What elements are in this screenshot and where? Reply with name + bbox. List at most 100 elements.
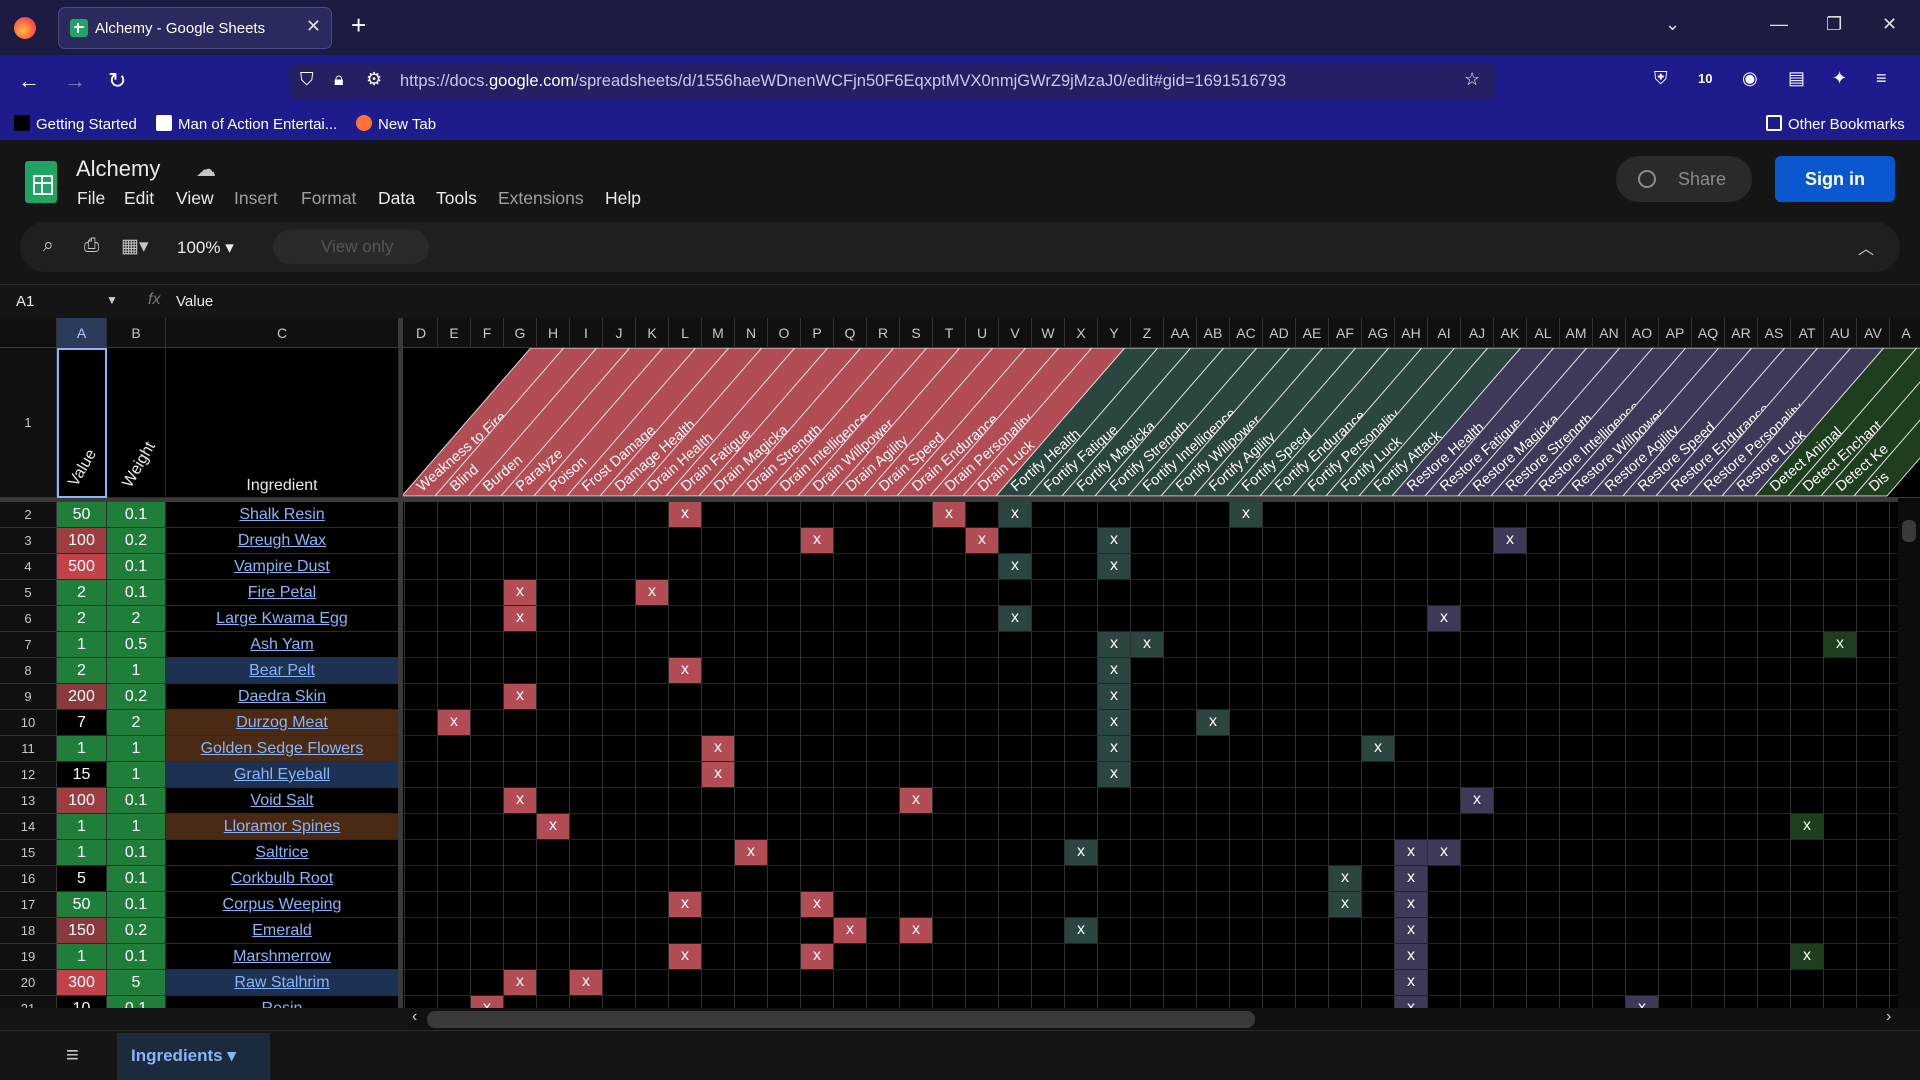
bookmark-getting-started[interactable]: Getting Started bbox=[14, 115, 137, 133]
weight-cell[interactable]: 0.1 bbox=[107, 840, 166, 866]
value-cell[interactable]: 1 bbox=[57, 840, 107, 866]
effect-mark[interactable]: x bbox=[1461, 788, 1493, 813]
effect-mark[interactable]: x bbox=[1098, 736, 1130, 761]
row-header[interactable]: 12 bbox=[0, 762, 57, 788]
column-header-ad[interactable]: AD bbox=[1263, 318, 1296, 348]
column-header-ac[interactable]: AC bbox=[1230, 318, 1263, 348]
column-header-al[interactable]: AL bbox=[1527, 318, 1560, 348]
permissions-icon[interactable]: ⚙ bbox=[366, 69, 383, 89]
effect-mark[interactable]: x bbox=[1098, 762, 1130, 787]
collapse-toolbar-icon[interactable]: ︿ bbox=[1858, 241, 1875, 258]
sheets-logo-icon[interactable] bbox=[25, 161, 57, 203]
column-header-e[interactable]: E bbox=[438, 318, 471, 348]
column-header-u[interactable]: U bbox=[966, 318, 999, 348]
effect-mark[interactable]: x bbox=[1230, 502, 1262, 527]
effect-mark[interactable]: x bbox=[1329, 866, 1361, 891]
menu-file[interactable]: File bbox=[77, 188, 106, 208]
effect-mark[interactable]: x bbox=[1824, 632, 1856, 657]
effect-mark[interactable]: x bbox=[1626, 996, 1658, 1008]
value-cell[interactable]: 300 bbox=[57, 970, 107, 996]
extensions-icon[interactable]: ✦ bbox=[1832, 68, 1848, 88]
ingredient-link[interactable]: Bear Pelt bbox=[249, 662, 315, 679]
column-header-y[interactable]: Y bbox=[1098, 318, 1131, 348]
value-cell[interactable]: 100 bbox=[57, 788, 107, 814]
column-freeze-divider[interactable] bbox=[398, 318, 403, 1008]
column-header-aa[interactable]: AA bbox=[1164, 318, 1197, 348]
effect-mark[interactable]: x bbox=[1098, 632, 1130, 657]
weight-cell[interactable]: 1 bbox=[107, 736, 166, 762]
minimize-icon[interactable]: — bbox=[1770, 14, 1788, 34]
column-header-r[interactable]: R bbox=[867, 318, 900, 348]
effect-mark[interactable]: x bbox=[735, 840, 767, 865]
ingredient-link[interactable]: Fire Petal bbox=[247, 584, 317, 601]
ingredient-cell[interactable]: Marshmerrow bbox=[166, 944, 399, 970]
value-cell[interactable]: 7 bbox=[57, 710, 107, 736]
firefox-icon[interactable] bbox=[14, 17, 36, 39]
sheet-tab-ingredients[interactable]: Ingredients ▾ bbox=[117, 1033, 270, 1080]
search-icon[interactable]: ⌕ bbox=[43, 235, 54, 256]
row-header[interactable]: 19 bbox=[0, 944, 57, 970]
weight-cell[interactable]: 5 bbox=[107, 970, 166, 996]
sign-in-button[interactable]: Sign in bbox=[1775, 156, 1895, 202]
weight-cell[interactable]: 0.1 bbox=[107, 554, 166, 580]
shield-icon[interactable]: ⛉ bbox=[300, 69, 314, 89]
name-box[interactable]: A1 bbox=[16, 293, 35, 310]
weight-cell[interactable]: 0.1 bbox=[107, 996, 166, 1008]
column-header-n[interactable]: N bbox=[735, 318, 768, 348]
row-header[interactable]: 10 bbox=[0, 710, 57, 736]
weight-cell[interactable]: 0.2 bbox=[107, 528, 166, 554]
weight-cell[interactable]: 2 bbox=[107, 710, 166, 736]
ingredient-link[interactable]: Daedra Skin bbox=[237, 688, 327, 705]
ingredient-link[interactable]: Saltrice bbox=[255, 844, 309, 861]
ingredient-link[interactable]: Lloramor Spines bbox=[223, 818, 341, 835]
ingredient-cell[interactable]: Corkbulb Root bbox=[166, 866, 399, 892]
url-bar[interactable]: ⛉ 🔒︎ ⚙ https://docs.google.com/spreadshe… bbox=[290, 63, 1496, 99]
effect-mark[interactable]: x bbox=[504, 684, 536, 709]
ingredient-cell[interactable]: Grahl Eyeball bbox=[166, 762, 399, 788]
effect-mark[interactable]: x bbox=[669, 944, 701, 969]
ingredient-link[interactable]: Raw Stalhrim bbox=[234, 974, 330, 991]
ingredient-cell[interactable]: Corpus Weeping bbox=[166, 892, 399, 918]
effect-mark[interactable]: x bbox=[1131, 632, 1163, 657]
weight-cell[interactable]: 0.5 bbox=[107, 632, 166, 658]
effect-mark[interactable]: x bbox=[1791, 814, 1823, 839]
lock-icon[interactable]: 🔒︎ bbox=[334, 69, 344, 89]
row-header[interactable]: 9 bbox=[0, 684, 57, 710]
weight-cell[interactable]: 0.1 bbox=[107, 866, 166, 892]
row-header[interactable]: 3 bbox=[0, 528, 57, 554]
row-header[interactable]: 17 bbox=[0, 892, 57, 918]
column-header-v[interactable]: V bbox=[999, 318, 1032, 348]
effect-mark[interactable]: x bbox=[1428, 840, 1460, 865]
effect-mark[interactable]: x bbox=[900, 918, 932, 943]
row-header[interactable]: 13 bbox=[0, 788, 57, 814]
scroll-left-icon[interactable]: ‹ bbox=[412, 1008, 418, 1025]
column-header-ah[interactable]: AH bbox=[1395, 318, 1428, 348]
spreadsheet-grid[interactable]: A B C D E F G H I J K L M N O P Q R S T U V W X Y Z AA AB AC AD AE AF AG… bbox=[0, 318, 1920, 1008]
row-freeze-divider[interactable] bbox=[0, 497, 1920, 502]
effect-mark[interactable]: x bbox=[1395, 944, 1427, 969]
pocket-icon[interactable]: ⛨ bbox=[1654, 68, 1668, 88]
row-header-1[interactable]: 1 bbox=[0, 348, 57, 498]
ingredient-cell[interactable]: Void Salt bbox=[166, 788, 399, 814]
document-title[interactable]: Alchemy bbox=[76, 156, 161, 181]
ingredient-link[interactable]: Durzog Meat bbox=[236, 714, 328, 731]
effect-mark[interactable]: x bbox=[999, 606, 1031, 631]
column-header-d[interactable]: D bbox=[405, 318, 438, 348]
ingredient-cell[interactable]: Vampire Dust bbox=[166, 554, 399, 580]
weight-cell[interactable]: 0.2 bbox=[107, 684, 166, 710]
value-cell[interactable]: 10 bbox=[57, 996, 107, 1008]
value-cell[interactable]: 200 bbox=[57, 684, 107, 710]
column-header-q[interactable]: Q bbox=[834, 318, 867, 348]
effect-mark[interactable]: x bbox=[1065, 918, 1097, 943]
effect-mark[interactable]: x bbox=[1098, 658, 1130, 683]
column-header-au[interactable]: AU bbox=[1824, 318, 1857, 348]
effect-mark[interactable]: x bbox=[504, 580, 536, 605]
column-header-h[interactable]: H bbox=[537, 318, 570, 348]
scroll-right-icon[interactable]: › bbox=[1886, 1008, 1892, 1025]
effect-mark[interactable]: x bbox=[669, 658, 701, 683]
value-cell[interactable]: 100 bbox=[57, 528, 107, 554]
name-box-dropdown-icon[interactable]: ▼ bbox=[106, 293, 118, 307]
column-header-ab[interactable]: AB bbox=[1197, 318, 1230, 348]
effect-mark[interactable]: x bbox=[537, 814, 569, 839]
column-header-ag[interactable]: AG bbox=[1362, 318, 1395, 348]
